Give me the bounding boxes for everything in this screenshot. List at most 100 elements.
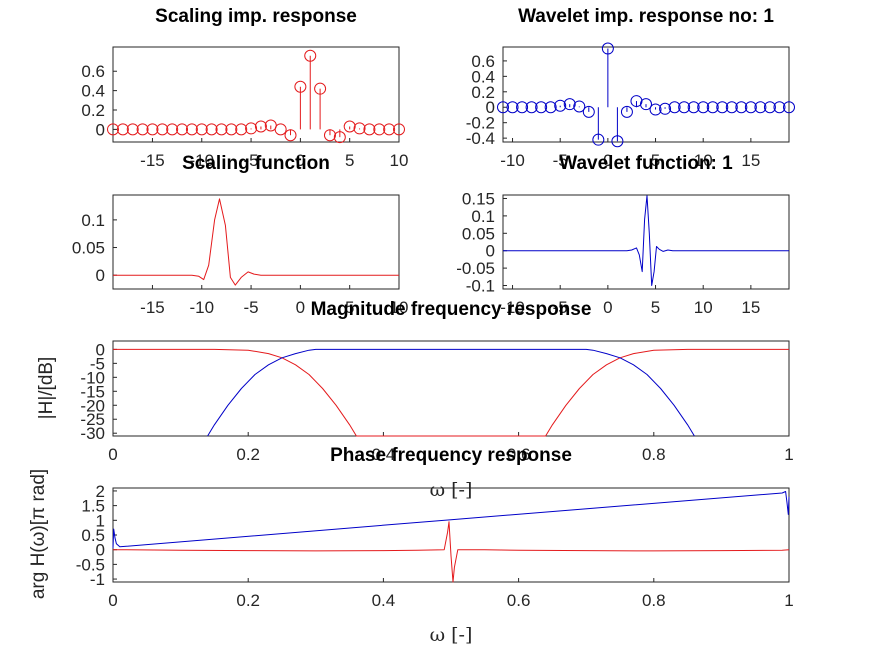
y-tick-label: 2 xyxy=(96,482,105,501)
stem-marker xyxy=(195,123,208,136)
stem-marker xyxy=(205,123,218,136)
stem-marker xyxy=(611,135,624,148)
phase-response-xlabel: ω [-] xyxy=(430,624,473,646)
x-tick-label: -10 xyxy=(189,298,214,317)
x-tick-label: -15 xyxy=(140,298,165,317)
stem-marker xyxy=(640,98,652,111)
wavelet-function-title: Wavelet function: 1 xyxy=(559,153,733,174)
x-tick-label: -5 xyxy=(553,298,568,317)
series-line-0 xyxy=(113,348,789,437)
series-line-0 xyxy=(113,198,399,286)
x-tick-label: 0.4 xyxy=(372,591,396,610)
y-tick-label: -30 xyxy=(80,424,105,443)
y-tick-label: 0.05 xyxy=(72,239,105,258)
y-tick-label: 0.2 xyxy=(471,83,495,102)
stem-marker xyxy=(601,42,614,55)
x-tick-label: -10 xyxy=(189,151,214,170)
stem-marker xyxy=(783,101,795,114)
stem-marker xyxy=(146,123,159,136)
stem-marker xyxy=(554,99,567,112)
magnitude-response-xlabel: ω [-] xyxy=(430,479,473,501)
stem-marker xyxy=(763,101,776,114)
x-tick-label: -10 xyxy=(500,151,525,170)
x-tick-label: 0 xyxy=(108,445,117,464)
y-tick-label: 0 xyxy=(96,120,105,139)
stem-marker xyxy=(706,101,719,114)
y-tick-label: -0.1 xyxy=(466,277,495,296)
x-tick-label: 10 xyxy=(694,298,713,317)
stem-marker xyxy=(333,131,346,144)
wavelet-impulse-response-panel: Wavelet imp. response no: 1 -10 -5 0 5 10 15 -… xyxy=(466,6,795,170)
x-tick-label: 0.8 xyxy=(642,445,666,464)
y-tick-label: 0.2 xyxy=(81,101,105,120)
stem-marker xyxy=(506,101,519,114)
y-tick-label: 0 xyxy=(486,98,495,117)
series-line-0 xyxy=(113,521,790,583)
y-tick-label: 0.05 xyxy=(462,224,495,243)
scaling-impulse-response-plot-area xyxy=(112,46,400,143)
x-tick-label: 10 xyxy=(390,151,409,170)
x-tick-label: 0.2 xyxy=(236,591,260,610)
stem-marker xyxy=(373,123,386,136)
scaling-impulse-response-title: Scaling imp. response xyxy=(155,6,357,27)
stem-marker xyxy=(393,123,405,136)
stem-marker xyxy=(535,101,548,114)
wavelet-function-lines xyxy=(503,195,789,286)
y-tick-label: -0.05 xyxy=(456,259,495,278)
x-tick-label: 5 xyxy=(651,151,660,170)
x-tick-label: 15 xyxy=(741,151,760,170)
stem-marker xyxy=(156,123,169,136)
x-tick-label: 0 xyxy=(296,298,305,317)
y-tick-label: -20 xyxy=(80,396,105,415)
stem-marker xyxy=(725,101,738,114)
x-tick-label: 0.6 xyxy=(507,445,531,464)
y-tick-label: -0.2 xyxy=(466,114,495,133)
stem-marker xyxy=(107,123,119,136)
stem-marker xyxy=(497,101,509,114)
x-tick-label: 10 xyxy=(694,151,713,170)
x-tick-label: 0 xyxy=(296,151,305,170)
stem-marker xyxy=(353,122,366,135)
y-tick-label: 0 xyxy=(486,242,495,261)
magnitude-response-panel: ω [-] 0 0.2 0.4 0.6 0.8 1-30-25-20-15-10-50 |… xyxy=(36,299,794,501)
stem-marker xyxy=(735,101,748,114)
phase-response-panel: 0 0.2 0.4 0.6 0.8 1-1-0.500.511.52 arg H(ω)[π… xyxy=(28,445,794,646)
magnitude-response-plot-area xyxy=(112,340,790,437)
stem-marker xyxy=(563,98,576,111)
phase-response-plot-area xyxy=(112,487,790,583)
stem-marker xyxy=(254,120,267,133)
stem-marker xyxy=(773,101,786,114)
stem-marker xyxy=(215,123,228,136)
scaling-function-ticks: -15 -10 -5 0 5 10 0 0.05 0.1 xyxy=(72,211,409,317)
x-tick-label: 5 xyxy=(651,298,660,317)
y-tick-label: 0.6 xyxy=(471,52,495,71)
stem-marker xyxy=(620,105,633,118)
stem-marker xyxy=(294,80,307,93)
stem-marker xyxy=(314,82,327,95)
stem-marker xyxy=(363,123,376,136)
stem-marker xyxy=(582,105,595,118)
stem-marker xyxy=(126,123,139,136)
y-tick-label: 0 xyxy=(96,541,105,560)
stem-marker xyxy=(274,123,287,136)
x-tick-label: -5 xyxy=(244,151,259,170)
stem-marker xyxy=(697,101,710,114)
stem-marker xyxy=(304,49,317,62)
y-tick-label: 0.5 xyxy=(81,526,105,545)
wavelet-impulse-response-plot-area xyxy=(502,46,790,143)
wavelet-impulse-response-title: Wavelet imp. response no: 1 xyxy=(518,6,774,27)
stem-marker xyxy=(592,133,605,146)
stem-marker xyxy=(343,120,356,133)
magnitude-response-ticks: 0 0.2 0.4 0.6 0.8 1-30-25-20-15-10-50 xyxy=(80,340,793,464)
stem-marker xyxy=(225,123,238,136)
x-tick-label: 5 xyxy=(345,298,354,317)
x-tick-label: -15 xyxy=(140,151,165,170)
x-tick-label: 5 xyxy=(345,151,354,170)
stem-marker xyxy=(323,129,336,142)
stem-marker xyxy=(716,101,729,114)
stem-marker xyxy=(245,122,258,135)
stem-marker xyxy=(516,101,529,114)
